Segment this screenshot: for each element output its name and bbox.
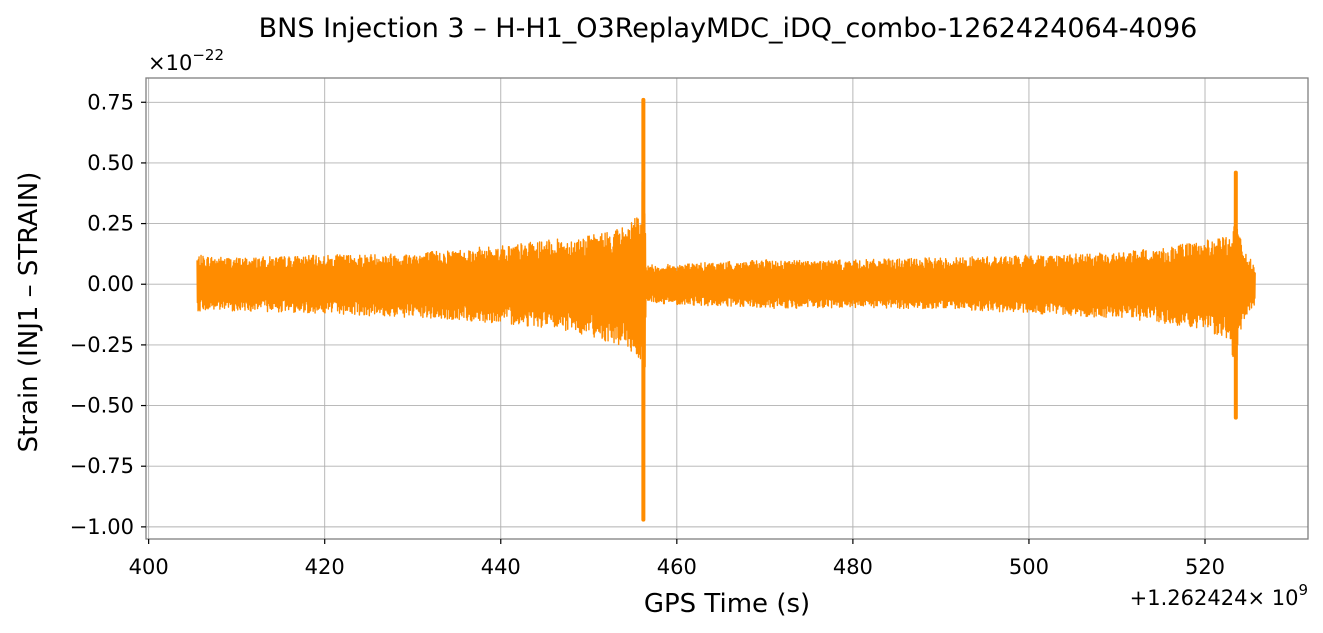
x-tick-label: 440 [481,555,521,579]
y-tick-label: −0.25 [70,333,134,357]
y-tick-label: −1.00 [70,515,134,539]
x-tick-label: 420 [305,555,345,579]
x-tick-label: 480 [833,555,873,579]
x-axis-ticks: 400 420 440 460 480 500 520 [129,539,1225,579]
y-tick-label: −0.75 [70,454,134,478]
y-tick-label: 0.75 [87,90,134,114]
y-scale-exponent: −22 [192,46,224,64]
x-tick-label: 400 [129,555,169,579]
x-offset-label: +1.262424× 109 [1130,581,1308,610]
y-axis-ticks: 0.75 0.50 0.25 0.00 −0.25 −0.50 −0.75 −1.00 [70,90,146,539]
strain-series-line [196,170,1256,479]
chart-title: BNS Injection 3 – H-H1_O3ReplayMDC_iDQ_c… [259,13,1198,44]
x-tick-label: 520 [1185,555,1225,579]
y-tick-label: −0.50 [70,394,134,418]
y-axis-label: Strain (INJ1 – STRAIN) [14,172,44,453]
y-tick-label: 0.00 [87,272,134,296]
y-tick-label: 0.50 [87,151,134,175]
y-scale-base: ×10 [148,51,192,75]
x-tick-label: 500 [1009,555,1049,579]
x-tick-label: 460 [657,555,697,579]
y-scale-factor: ×10−22 [148,46,224,75]
plot-frame [145,77,1309,540]
y-tick-label: 0.25 [87,212,134,236]
x-axis-label: GPS Time (s) [644,589,810,619]
data-series [196,97,1256,522]
x-offset-times: × 10 [1247,586,1298,610]
x-offset-exponent: 9 [1298,581,1308,599]
x-offset-value: +1.262424 [1130,586,1248,610]
